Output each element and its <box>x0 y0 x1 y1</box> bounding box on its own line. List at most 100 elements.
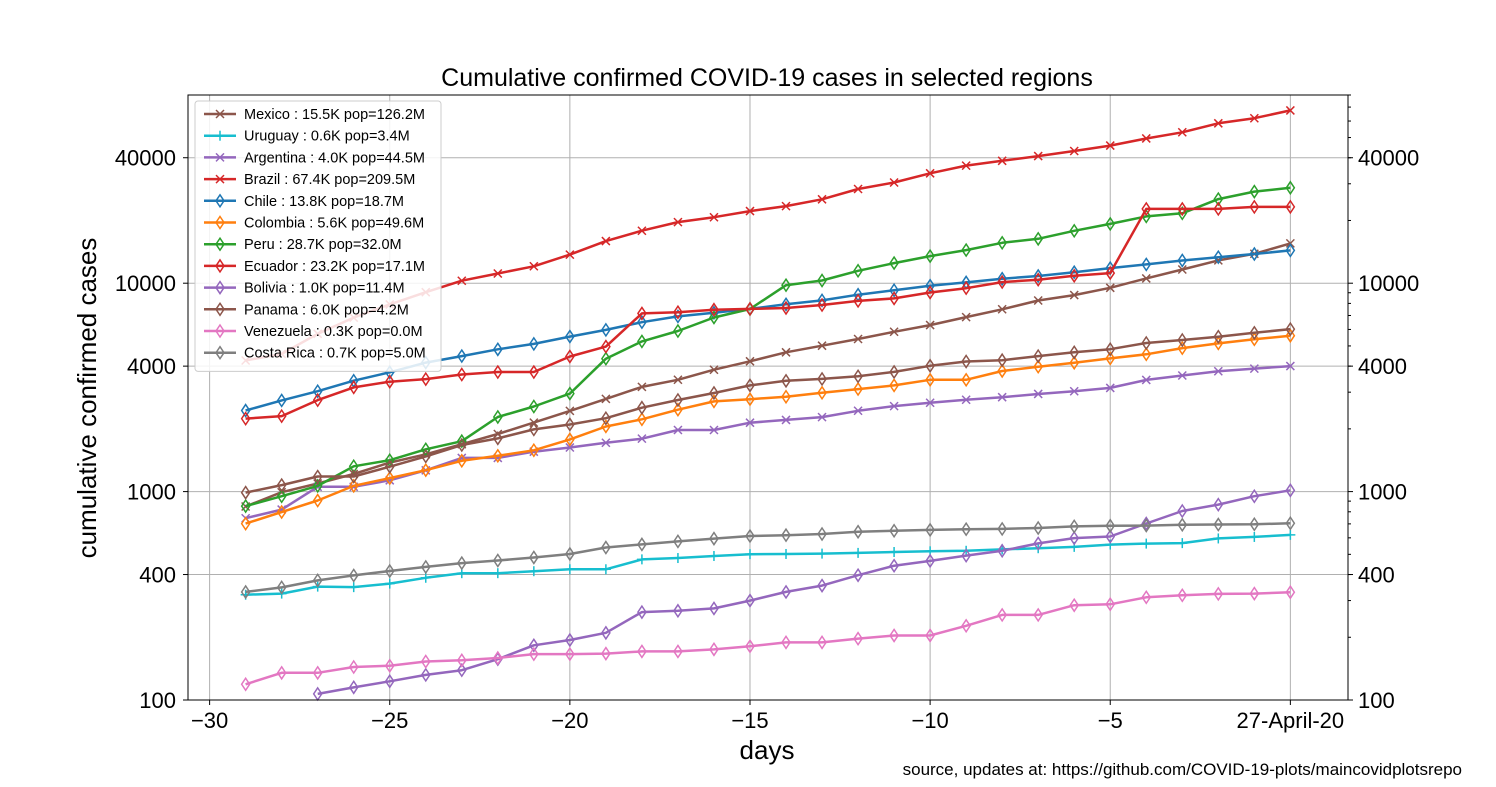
series-point <box>312 383 323 399</box>
legend-label: Bolivia : 1.0K pop=11.4M <box>244 281 405 297</box>
series-point <box>925 522 936 538</box>
legend-label: Panama : 6.0K pop=4.2M <box>244 302 409 318</box>
legend-label: Venezuela : 0.3K pop=0.0M <box>244 324 423 340</box>
series-point <box>492 431 503 446</box>
series-point <box>240 676 251 692</box>
series-point <box>637 604 647 620</box>
series-point <box>528 550 539 565</box>
series-point <box>997 521 1008 537</box>
y-tick-label: 400 <box>139 563 176 588</box>
series-point <box>492 364 503 380</box>
series-point <box>565 406 575 416</box>
series-point <box>456 367 467 382</box>
series-point <box>673 323 683 339</box>
legend-marker <box>215 323 225 339</box>
series-line <box>245 242 1291 508</box>
y-tick-label-right: 4000 <box>1358 354 1407 379</box>
series-point <box>492 448 503 464</box>
series-point <box>348 469 359 484</box>
series-point <box>781 548 792 559</box>
series-point <box>348 478 359 494</box>
series-point <box>925 168 935 178</box>
series-point <box>1285 529 1296 540</box>
series-point <box>1069 146 1079 156</box>
legend-entry: Costa Rica : 0.7K pop=5.0M <box>204 345 426 362</box>
series-point <box>853 524 863 540</box>
y-tick-label: 4000 <box>127 354 176 379</box>
series-point <box>240 403 251 418</box>
series-point <box>637 411 647 427</box>
series-point <box>1249 488 1260 504</box>
series-point <box>528 637 539 653</box>
series-point <box>889 547 900 558</box>
series-point <box>1105 518 1116 534</box>
legend: Mexico : 15.5K pop=126.2M Uruguay : 0.6K … <box>194 100 442 372</box>
y-tick-label-right: 1000 <box>1358 480 1407 505</box>
series-point <box>925 358 936 374</box>
series-point <box>564 632 575 648</box>
series-point <box>781 347 791 357</box>
series-point <box>492 409 503 425</box>
series-point <box>673 644 683 659</box>
legend-entry: Mexico : 15.5K pop=126.2M <box>204 107 425 123</box>
series-point <box>1249 586 1260 601</box>
series-point <box>636 554 647 565</box>
series-point <box>312 392 323 408</box>
legend-entry: Brazil : 67.4K pop=209.5M <box>204 172 415 188</box>
legend-marker <box>215 152 225 162</box>
series-point <box>564 349 575 364</box>
series-point <box>1213 336 1224 351</box>
series-point <box>781 373 791 389</box>
series-point <box>420 667 431 683</box>
series-point <box>744 549 755 560</box>
series-point <box>1213 533 1224 544</box>
series-point <box>817 297 827 313</box>
series-point <box>276 488 287 504</box>
series-point <box>1285 199 1296 215</box>
series-point <box>853 184 863 194</box>
series-point <box>853 406 863 416</box>
series-point <box>601 394 611 404</box>
x-tick-label: −20 <box>551 708 588 733</box>
y-tick-label-right: 10000 <box>1358 271 1419 296</box>
series-point <box>673 402 683 418</box>
series-point <box>1069 268 1080 284</box>
legend-label: Colombia : 5.6K pop=49.6M <box>244 216 424 232</box>
series-point <box>637 306 647 321</box>
legend-label: Argentina : 4.0K pop=44.5M <box>244 150 425 166</box>
series-point <box>637 434 647 444</box>
series-point <box>1249 113 1259 123</box>
series-line <box>245 205 1291 420</box>
series-point <box>745 391 755 407</box>
y-tick-label-right: 100 <box>1358 688 1395 713</box>
series-point <box>997 543 1008 559</box>
plot-frame <box>187 94 1349 701</box>
legend-entry: Venezuela : 0.3K pop=0.0M <box>204 323 423 340</box>
series-point <box>420 559 431 575</box>
series-point <box>1285 243 1296 258</box>
series-point <box>384 374 395 390</box>
y-tick-label: 100 <box>139 688 176 713</box>
series-point <box>456 662 467 678</box>
x-tick-label: −15 <box>731 708 768 733</box>
series-point <box>1069 223 1080 239</box>
series-point <box>456 555 467 571</box>
series-point <box>637 537 647 552</box>
series-point <box>384 563 395 579</box>
legend-entry: Argentina : 4.0K pop=44.5M <box>204 150 425 166</box>
series-point <box>961 280 972 296</box>
series-point <box>1249 331 1260 347</box>
series-point <box>1105 341 1116 357</box>
series-point <box>1141 516 1152 531</box>
series-point <box>456 652 467 668</box>
series-point <box>637 334 647 349</box>
x-tick-label: −25 <box>371 708 408 733</box>
series-point <box>961 618 972 634</box>
series-point <box>961 161 971 171</box>
series-point <box>1213 201 1224 217</box>
legend-label: Brazil : 67.4K pop=209.5M <box>244 172 415 188</box>
series-point <box>673 375 683 385</box>
x-tick-label: −30 <box>191 708 228 733</box>
series-point <box>745 301 755 317</box>
series-point <box>1141 375 1151 385</box>
